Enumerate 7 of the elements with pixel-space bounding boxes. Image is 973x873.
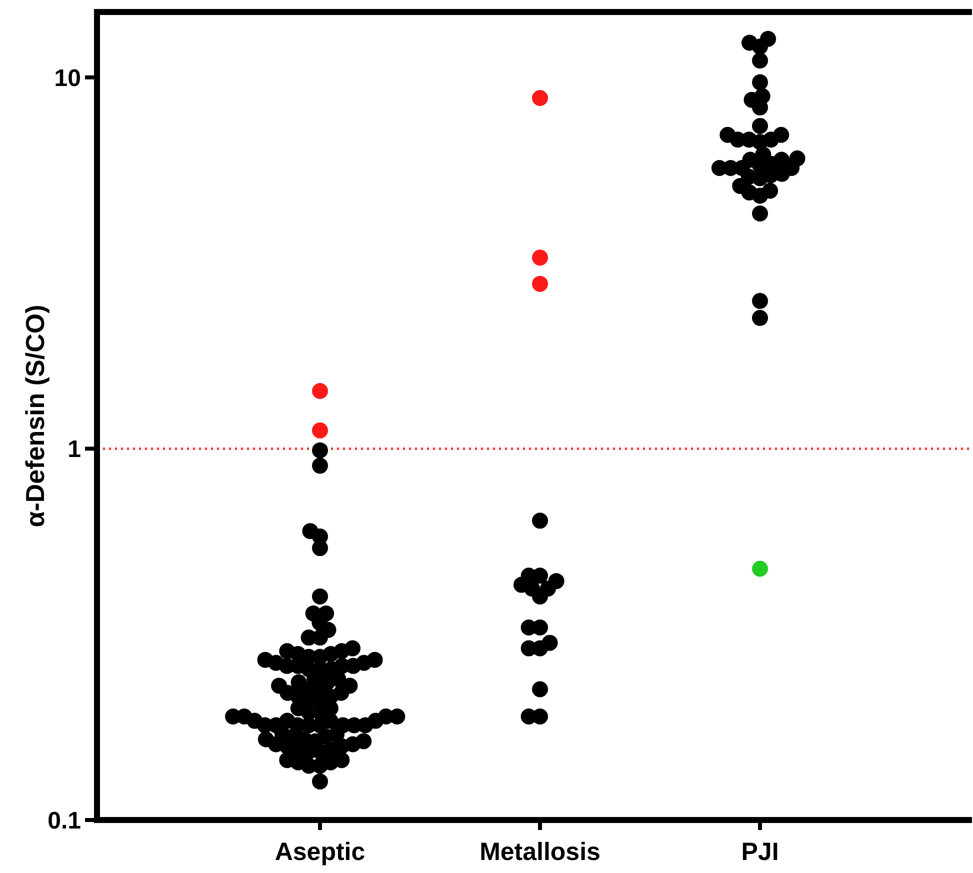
y-tick-label: 1 [68, 436, 81, 464]
y-tick-label: 10 [54, 64, 81, 92]
x-tick-label: PJI [741, 838, 779, 866]
y-axis-title: α-Defensin (S/CO) [20, 304, 50, 528]
x-tick-label: Metallosis [480, 838, 600, 866]
x-tick-label: Aseptic [274, 838, 366, 866]
y-tick-label: 0.1 [48, 807, 81, 834]
